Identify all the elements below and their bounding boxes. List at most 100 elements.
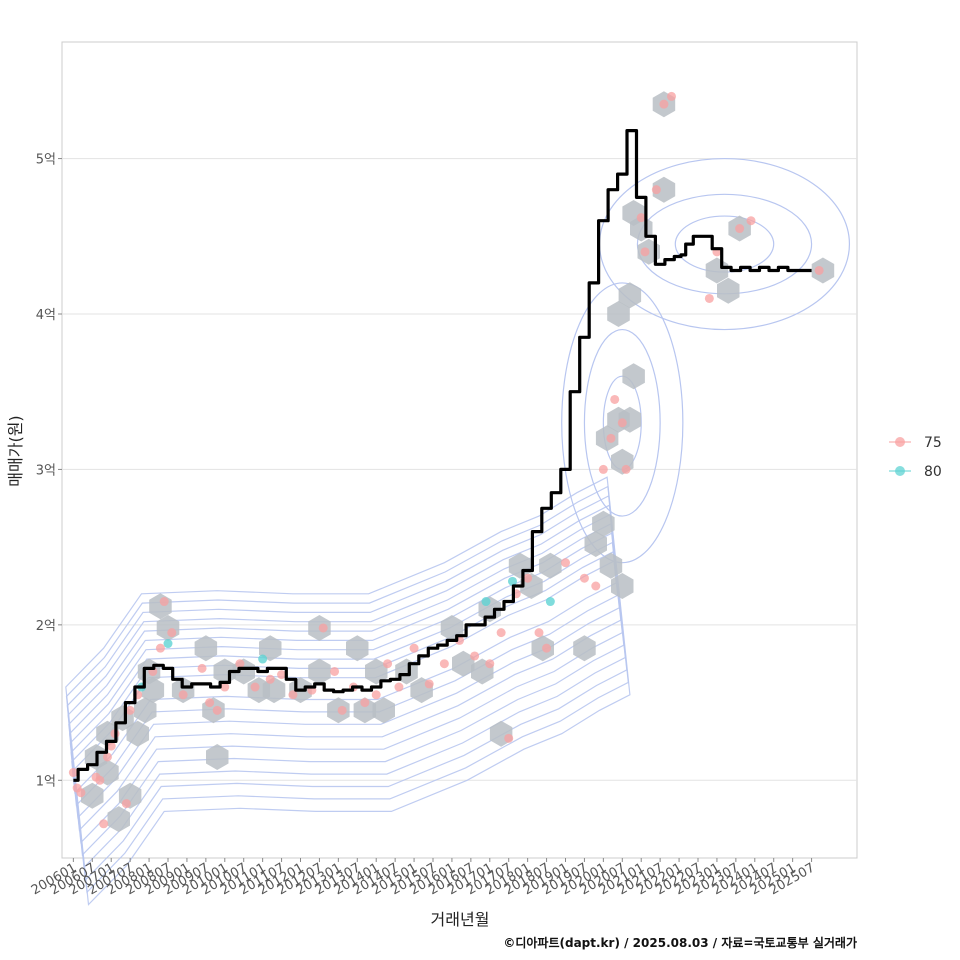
hexbin-cell (171, 677, 195, 704)
point-75 (523, 573, 533, 583)
point-75 (167, 628, 177, 638)
point-75 (371, 690, 381, 700)
hexbin-cell (539, 552, 562, 579)
legend-key-point (895, 466, 905, 476)
point-80 (258, 654, 268, 664)
density-contour (561, 282, 684, 564)
hexbin-cell (652, 176, 676, 203)
point-75 (383, 659, 393, 669)
point-75 (68, 768, 78, 778)
point-75 (288, 690, 298, 700)
point-75 (504, 733, 514, 743)
point-80 (163, 639, 173, 649)
point-75 (610, 394, 620, 404)
point-75 (636, 213, 646, 223)
point-75 (235, 659, 245, 669)
hexbin-cell (592, 510, 615, 537)
point-75 (496, 628, 506, 638)
point-75 (76, 788, 86, 798)
y-tick-label: 3억 (36, 463, 56, 478)
point-75 (651, 185, 661, 195)
point-75 (591, 581, 601, 591)
legend-label: 75 (924, 435, 942, 451)
chart-caption: ©디아파트(dapt.kr) / 2025.08.03 / 자료=국토교통부 실… (503, 935, 857, 950)
point-75 (265, 674, 275, 684)
y-tick-label: 5억 (36, 153, 56, 168)
point-75 (102, 752, 112, 762)
hexbin-cell (134, 697, 157, 724)
point-75 (659, 99, 669, 109)
legend-label: 80 (924, 464, 942, 480)
point-75 (99, 819, 109, 829)
hexbin-cell (107, 806, 130, 833)
trend-line (73, 129, 812, 782)
point-75 (424, 679, 434, 689)
point-75 (330, 666, 340, 676)
hexbin-cell (126, 720, 149, 747)
point-75 (704, 293, 714, 303)
y-axis-title: 매매가(원) (6, 415, 25, 486)
hexbin-cell (353, 697, 377, 724)
point-75 (542, 643, 552, 653)
density-contour (65, 476, 631, 906)
point-75 (95, 775, 105, 785)
hexbin-cell (194, 635, 218, 662)
hexbin-cell (618, 282, 642, 309)
hexbin-cell (262, 677, 286, 704)
plot-panel (61, 41, 858, 859)
y-tick-label: 4억 (36, 308, 56, 323)
point-80 (481, 597, 491, 607)
hexbin-cell (599, 552, 623, 579)
hexbin-cell (372, 697, 395, 724)
point-75 (205, 698, 215, 708)
x-axis-title: 거래년월 (431, 910, 490, 929)
hexbin-cell (81, 782, 104, 809)
point-75 (470, 651, 480, 661)
hexbin-cell (308, 658, 331, 685)
point-75 (250, 682, 260, 692)
hexbin-cell (584, 531, 607, 557)
point-75 (360, 698, 370, 708)
point-75 (598, 464, 608, 474)
point-75 (197, 663, 207, 673)
point-75 (220, 682, 230, 692)
hexbin-cell (607, 301, 630, 327)
point-75 (409, 643, 419, 653)
point-75 (439, 659, 449, 669)
point-75 (640, 247, 650, 257)
point-75 (394, 682, 404, 692)
hexbin-cell (206, 744, 229, 770)
hexbin-cell (452, 650, 475, 677)
point-75 (337, 705, 347, 715)
point-75 (561, 558, 570, 568)
hexbin-cell (611, 573, 634, 599)
point-75 (106, 741, 116, 751)
point-75 (579, 573, 589, 583)
point-75 (318, 623, 328, 633)
hexbin-cell (717, 277, 740, 304)
hexbin-cell (346, 635, 369, 662)
point-80 (545, 597, 555, 607)
y-tick-label: 2억 (36, 619, 56, 634)
point-75 (621, 464, 631, 474)
point-75 (121, 799, 131, 809)
point-75 (212, 705, 222, 715)
hexbin-cell (573, 635, 596, 662)
point-75 (485, 659, 495, 669)
point-75 (606, 433, 616, 443)
y-tick-label: 1억 (36, 774, 56, 789)
point-75 (534, 628, 544, 638)
hexbin-cell (365, 658, 388, 685)
point-75 (125, 705, 135, 715)
point-75 (746, 216, 756, 226)
hexbin-cell (259, 635, 282, 662)
point-75 (814, 265, 824, 275)
point-75 (735, 224, 745, 234)
hexbin-cell (622, 363, 645, 390)
density-contour (583, 328, 661, 517)
legend-key-point (895, 437, 905, 447)
point-75 (667, 91, 676, 101)
point-75 (155, 643, 165, 653)
point-75 (159, 597, 169, 607)
